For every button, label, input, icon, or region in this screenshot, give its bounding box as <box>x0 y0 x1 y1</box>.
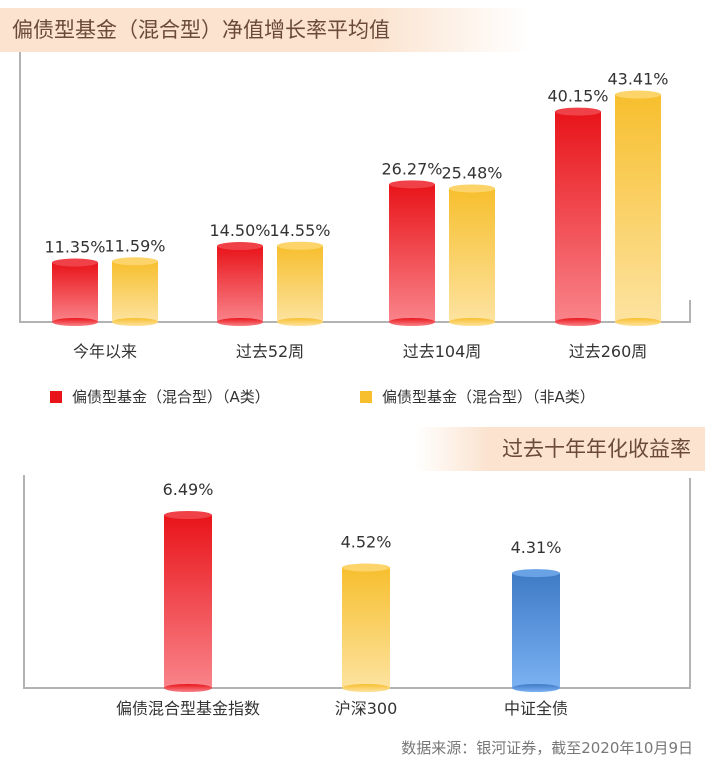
data-label-b-1: 14.55% <box>269 221 330 240</box>
bar-b-2 <box>449 184 495 326</box>
source-note: 数据来源：银河证券，截至2020年10月9日 <box>401 739 693 757</box>
bottom-chart-bars: 6.49% 偏债混合型基金指数 4.52% 沪深300 4.31% 中证全债 <box>116 480 568 718</box>
data-label-b-2: 25.48% <box>441 163 502 182</box>
bar-b-1 <box>277 241 323 326</box>
bottom-x-tick-label-1: 沪深300 <box>335 699 398 718</box>
x-tick-label-2: 过去104周 <box>403 342 482 361</box>
legend-item-series-a: 偏债型基金（混合型）（A类） <box>50 386 270 407</box>
top-chart-frame <box>19 52 691 323</box>
bottom-data-label-0: 6.49% <box>163 480 214 499</box>
top-chart-title-text: 偏债型基金（混合型）净值增长率平均值 <box>12 18 390 42</box>
data-label-b-3: 43.41% <box>607 70 668 89</box>
bottom-data-label-2: 4.31% <box>511 538 562 557</box>
top-chart-title: 偏债型基金（混合型）净值增长率平均值 <box>0 8 530 52</box>
bottom-bar-2 <box>512 569 560 692</box>
bottom-x-tick-label-2: 中证全债 <box>504 699 568 718</box>
bottom-bar-1 <box>342 563 390 692</box>
bottom-x-tick-label-0: 偏债混合型基金指数 <box>116 699 260 718</box>
bar-a-3 <box>555 107 601 326</box>
x-tick-label-3: 过去260周 <box>569 342 648 361</box>
legend-swatch-red <box>50 390 62 403</box>
legend-item-series-b: 偏债型基金（混合型）（非A类） <box>360 386 595 407</box>
x-tick-label-1: 过去52周 <box>236 342 304 361</box>
bar-a-0 <box>52 258 98 326</box>
top-chart-bars: 11.35%11.59% 今年以来 14.50%14.55% 过去52周 26.27%2… <box>44 70 668 361</box>
bar-b-0 <box>112 257 158 326</box>
bar-b-3 <box>615 90 661 326</box>
data-label-a-3: 40.15% <box>547 87 608 106</box>
bar-a-1 <box>217 242 263 326</box>
data-label-b-0: 11.59% <box>104 236 165 255</box>
x-tick-label-0: 今年以来 <box>73 342 137 361</box>
legend-label-series-b: 偏债型基金（混合型）（非A类） <box>382 388 595 406</box>
bottom-chart-title: 过去十年年化收益率 <box>415 427 705 471</box>
legend-swatch-yellow <box>360 390 372 403</box>
bottom-chart-title-text: 过去十年年化收益率 <box>502 437 691 461</box>
data-label-a-2: 26.27% <box>381 159 442 178</box>
bottom-data-label-1: 4.52% <box>341 533 392 552</box>
legend-label-series-a: 偏债型基金（混合型）（A类） <box>72 388 270 406</box>
bottom-bar-0 <box>164 511 212 692</box>
data-label-a-0: 11.35% <box>44 238 105 257</box>
bar-a-2 <box>389 180 435 326</box>
data-label-a-1: 14.50% <box>209 221 270 240</box>
